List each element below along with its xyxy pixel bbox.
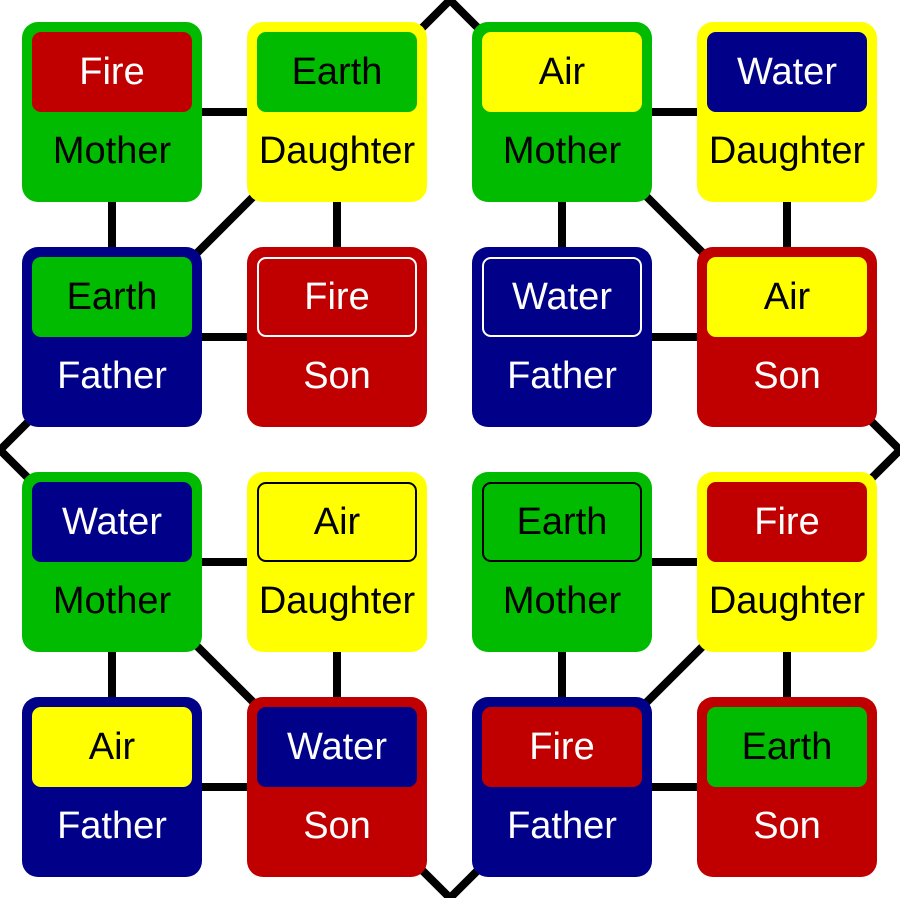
card-daughter-4: Fire Daughter <box>697 472 877 652</box>
card-father-3: Air Father <box>22 697 202 877</box>
role-label: Daughter <box>708 579 866 622</box>
card-mother-4: Earth Mother <box>472 472 652 652</box>
element-label: Air <box>482 32 642 112</box>
card-father-1: Earth Father <box>22 247 202 427</box>
element-label: Air <box>32 707 192 787</box>
element-label: Water <box>482 257 642 337</box>
role-label: Son <box>303 354 371 397</box>
element-label: Earth <box>482 482 642 562</box>
card-father-2: Water Father <box>472 247 652 427</box>
role-label: Son <box>753 354 821 397</box>
element-label: Water <box>257 707 417 787</box>
card-son-3: Water Son <box>247 697 427 877</box>
role-label: Father <box>57 354 167 397</box>
element-label: Fire <box>482 707 642 787</box>
element-label: Air <box>707 257 867 337</box>
element-label: Earth <box>32 257 192 337</box>
card-daughter-2: Water Daughter <box>697 22 877 202</box>
card-mother-1: Fire Mother <box>22 22 202 202</box>
role-label: Son <box>753 804 821 847</box>
card-son-1: Fire Son <box>247 247 427 427</box>
element-label: Air <box>257 482 417 562</box>
card-mother-3: Water Mother <box>22 472 202 652</box>
role-label: Mother <box>52 129 172 172</box>
element-label: Fire <box>257 257 417 337</box>
card-daughter-1: Earth Daughter <box>247 22 427 202</box>
role-label: Son <box>303 804 371 847</box>
role-label: Father <box>507 804 617 847</box>
role-label: Daughter <box>258 579 416 622</box>
element-label: Fire <box>707 482 867 562</box>
element-label: Water <box>707 32 867 112</box>
role-label: Daughter <box>258 129 416 172</box>
element-label: Water <box>32 482 192 562</box>
card-father-4: Fire Father <box>472 697 652 877</box>
role-label: Mother <box>52 579 172 622</box>
card-son-4: Earth Son <box>697 697 877 877</box>
card-daughter-3: Air Daughter <box>247 472 427 652</box>
card-mother-2: Air Mother <box>472 22 652 202</box>
card-son-2: Air Son <box>697 247 877 427</box>
element-label: Earth <box>257 32 417 112</box>
element-label: Fire <box>32 32 192 112</box>
role-label: Mother <box>502 579 622 622</box>
role-label: Mother <box>502 129 622 172</box>
role-label: Father <box>507 354 617 397</box>
element-label: Earth <box>707 707 867 787</box>
role-label: Daughter <box>708 129 866 172</box>
role-label: Father <box>57 804 167 847</box>
